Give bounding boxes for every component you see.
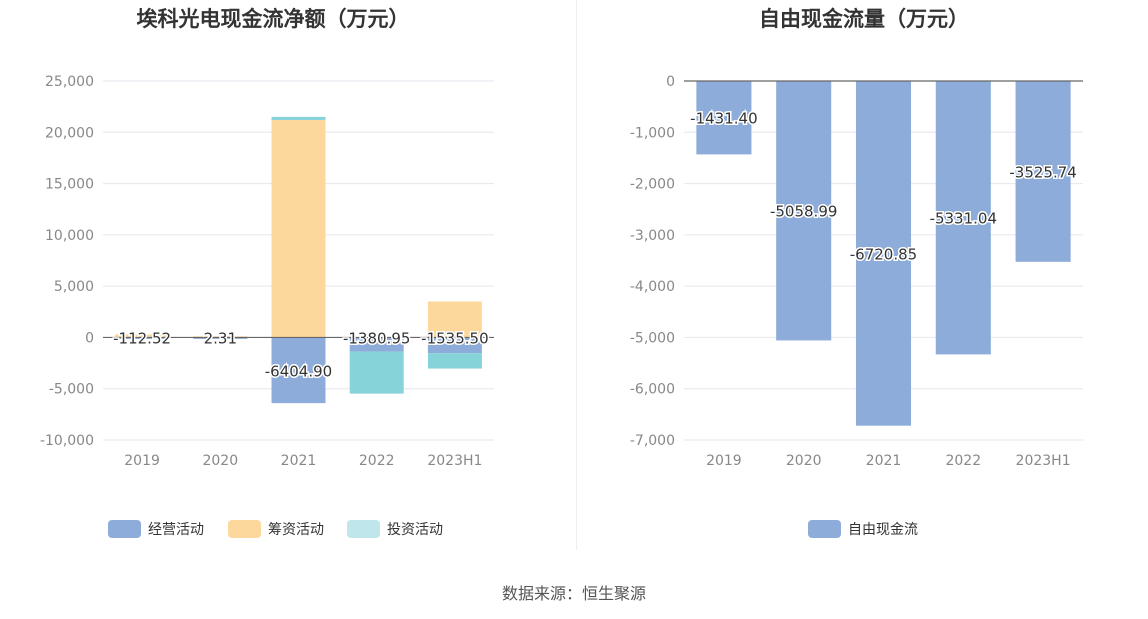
x-tick-label: 2020 (202, 453, 238, 469)
data-label: -6720.85 (850, 245, 917, 263)
data-label: -112.52 (113, 329, 171, 347)
data-label: -1380.95 (343, 329, 410, 347)
bar-free_cash (1015, 81, 1071, 262)
bar-operating (427, 337, 482, 354)
data-label: -5331.04 (930, 210, 997, 228)
x-tick-label: 2019 (706, 453, 742, 469)
legend-label: 自由现金流 (848, 522, 918, 538)
data-label: 2.31 (204, 329, 237, 347)
charts-canvas: 埃科光电现金流净额（万元） -10,000 -5,000 0 5,000 10,000 15… (40, 7, 1083, 538)
y-tick-label: -10,000 (40, 433, 94, 449)
x-tick-label: 2023H1 (427, 453, 482, 469)
bar-investing (427, 353, 482, 369)
y-tick-label: -1,000 (630, 125, 675, 141)
data-label: -3525.74 (1009, 163, 1076, 181)
data-source-note: 数据来源：恒生聚源 (501, 584, 646, 603)
x-tick-label: 2023H1 (1016, 453, 1071, 469)
y-tick-label: 20,000 (45, 125, 94, 141)
bar-operating (115, 337, 170, 339)
legend-swatch (108, 520, 141, 538)
x-tick-label: 2020 (786, 453, 822, 469)
bar-operating (271, 337, 326, 404)
bar-free_cash (776, 81, 832, 341)
chart-title-2: 自由现金流量（万元） (759, 7, 969, 31)
legend-label: 筹资活动 (268, 521, 324, 538)
data-label: -1431.40 (690, 110, 757, 128)
x-tick-label: 2021 (866, 453, 902, 469)
y-tick-label: -4,000 (630, 279, 675, 295)
data-label: -1535.50 (421, 329, 488, 347)
data-label: -5058.99 (770, 203, 837, 221)
y-tick-label: 15,000 (45, 177, 94, 193)
y-tick-label: -7,000 (630, 433, 675, 449)
y-tick-label: 10,000 (45, 228, 94, 244)
y-tick-label: -6,000 (630, 382, 675, 398)
bar-financing (115, 334, 170, 338)
bar-free_cash (696, 81, 752, 155)
x-tick-label: 2019 (124, 453, 160, 469)
bar-operating (349, 337, 404, 352)
y-tick-label: 25,000 (45, 74, 94, 90)
bar-financing (271, 119, 326, 338)
bar-investing (271, 116, 326, 120)
bar-investing (349, 351, 404, 394)
x-tick-label: 2021 (281, 453, 317, 469)
legend-label: 经营活动 (148, 522, 204, 538)
chart-title-1: 埃科光电现金流净额（万元） (137, 7, 410, 31)
legend-label: 投资活动 (387, 522, 443, 538)
y-tick-label: -2,000 (630, 177, 675, 193)
legend-swatch (228, 520, 261, 538)
bar-financing (427, 301, 482, 338)
legend-swatch (808, 520, 841, 538)
legend-swatch (347, 520, 380, 538)
data-label: -6404.90 (265, 362, 332, 380)
bar-operating (193, 337, 248, 339)
y-tick-label: -3,000 (630, 228, 675, 244)
y-tick-label: -5,000 (630, 330, 675, 346)
y-tick-label: -5,000 (49, 382, 94, 398)
bar-free_cash (855, 81, 912, 426)
chart-divider (576, 0, 577, 550)
x-tick-label: 2022 (945, 453, 981, 469)
y-tick-label: 0 (666, 74, 675, 90)
y-tick-label: 0 (85, 330, 94, 346)
bar-free_cash (935, 81, 991, 355)
x-tick-label: 2022 (359, 453, 395, 469)
y-tick-label: 5,000 (54, 279, 94, 295)
